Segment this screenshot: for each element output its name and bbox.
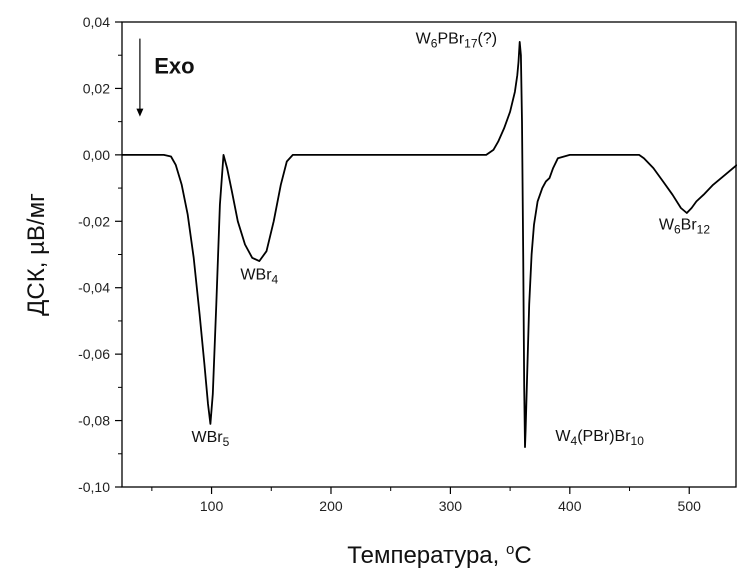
peak-label-text: WBr: [240, 266, 272, 283]
exo-label: Exo: [154, 53, 194, 78]
peak-label-subscript: 4: [272, 272, 279, 286]
y-tick-label: -0,08: [78, 413, 110, 429]
x-axis-title-sup: o: [506, 541, 514, 558]
axis-tick-labels: 0,04 0,02 0,00 -0,02 -0,04 -0,06 -0,08 -0,10 100…: [78, 14, 701, 514]
y-tick-label: -0,06: [78, 346, 110, 362]
peak-label-text: (?): [478, 31, 498, 48]
peak-label-subscript: 12: [697, 223, 711, 237]
x-axis-title: Температура, oC: [347, 541, 531, 569]
x-tick-label: 200: [319, 498, 343, 514]
peak-label: W6PBr17(?): [416, 31, 497, 51]
peak-label-subscript: 6: [431, 37, 438, 51]
peak-label-subscript: 6: [674, 223, 681, 237]
x-tick-label: 300: [439, 498, 463, 514]
peak-label-text: W: [416, 31, 432, 48]
y-tick-label: -0,10: [78, 479, 110, 495]
exo-indicator: Exo: [136, 38, 195, 117]
y-tick-label: 0,00: [83, 147, 110, 163]
y-axis-title: ДСК, µВ/мг: [23, 193, 50, 316]
peak-label-subscript: 4: [571, 434, 578, 448]
peak-label-text: W: [659, 217, 675, 234]
x-axis-title-unit: C: [514, 542, 531, 569]
x-tick-label: 400: [558, 498, 582, 514]
plot-frame: [121, 21, 737, 488]
peak-label: W6Br12: [659, 217, 710, 237]
peak-label: WBr4: [240, 266, 278, 286]
peak-label-subscript: 10: [631, 434, 645, 448]
x-axis-title-text: Температура,: [347, 542, 506, 569]
peak-label-text: Br: [681, 217, 698, 234]
dsc-curve: [122, 41, 737, 449]
exo-arrow-head: [136, 108, 144, 117]
axis-ticks: [115, 21, 690, 494]
peak-label-subscript: 5: [223, 435, 230, 449]
peak-label-text: W: [555, 428, 571, 445]
peak-label-text: (PBr)Br: [577, 428, 631, 445]
series-layer: [122, 41, 737, 449]
x-tick-label: 500: [678, 498, 702, 514]
y-tick-label: 0,04: [83, 14, 110, 30]
x-tick-label: 100: [200, 498, 224, 514]
peak-label-subscript: 17: [464, 37, 478, 51]
peak-label: WBr5: [191, 429, 229, 449]
peak-label: W4(PBr)Br10: [555, 428, 644, 448]
peak-label-text: PBr: [437, 31, 464, 48]
y-tick-label: -0,02: [78, 213, 110, 229]
y-tick-label: -0,04: [78, 280, 110, 296]
y-tick-label: 0,02: [83, 80, 110, 96]
peak-label-text: WBr: [191, 429, 223, 446]
